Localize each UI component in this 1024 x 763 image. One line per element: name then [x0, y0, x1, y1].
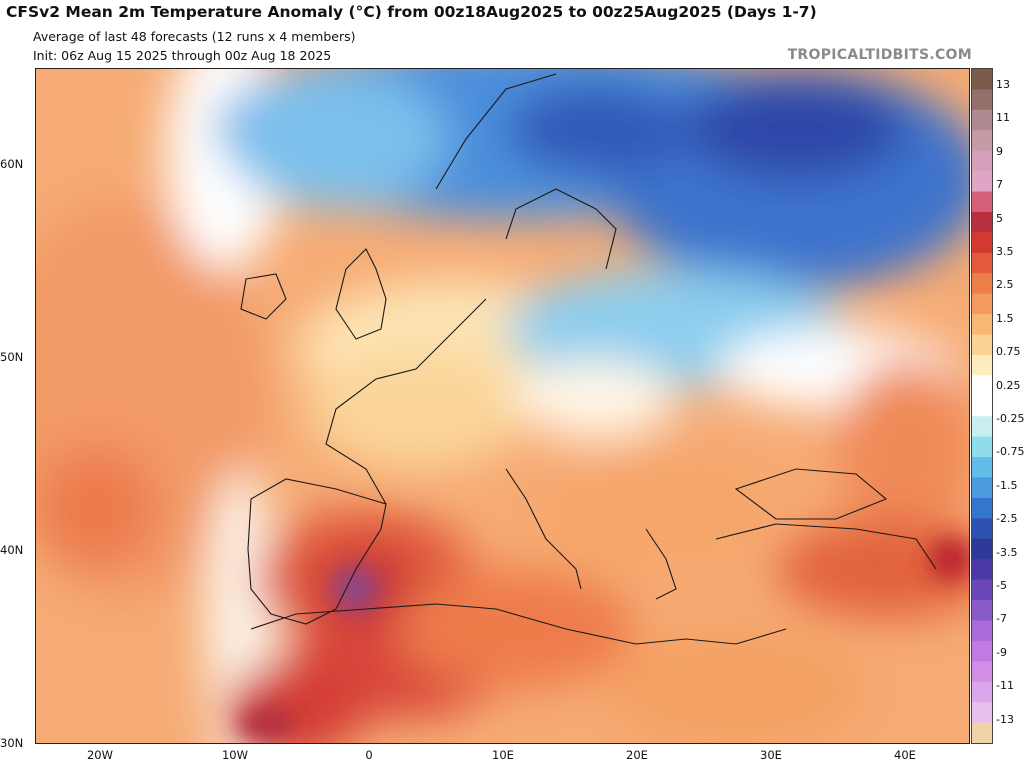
lat-label-60n: 60N — [0, 157, 24, 171]
colorbar-segment — [972, 477, 992, 499]
lon-label-20e: 20E — [626, 748, 648, 762]
colorbar-segment — [972, 334, 992, 356]
colorbar-segment — [972, 416, 992, 438]
lon-label-40e: 40E — [894, 748, 916, 762]
colorbar-label: -13 — [996, 712, 1014, 726]
lat-label-30n: 30N — [0, 736, 24, 750]
colorbar-label: 2.5 — [996, 278, 1014, 292]
anomaly-map — [35, 68, 970, 744]
colorbar-segment — [972, 620, 992, 642]
colorbar-label: 11 — [996, 111, 1010, 125]
colorbar-segment — [972, 293, 992, 315]
colorbar-segment — [972, 457, 992, 479]
colorbar-segment — [972, 702, 992, 724]
colorbar-label: 3.5 — [996, 245, 1014, 258]
colorbar-label: -9 — [996, 645, 1007, 659]
lon-label-10e: 10E — [492, 748, 514, 762]
colorbar-label: 9 — [996, 144, 1003, 158]
chart-title: CFSv2 Mean 2m Temperature Anomaly (°C) f… — [6, 3, 817, 21]
colorbar-label: -1.5 — [996, 478, 1018, 492]
colorbar-label: 0.25 — [996, 378, 1021, 392]
lon-label-0: 0 — [365, 748, 373, 762]
anomaly-field — [36, 69, 969, 743]
colorbar-segment — [972, 354, 992, 376]
colorbar-label: -7 — [996, 612, 1007, 626]
lon-label-10w: 10W — [221, 748, 249, 762]
colorbar-segment — [972, 150, 992, 172]
chart-init-time: Init: 06z Aug 15 2025 through 00z Aug 18… — [33, 48, 332, 63]
colorbar-label: -3.5 — [996, 545, 1018, 559]
colorbar-segment — [972, 89, 992, 111]
colorbar-label: 7 — [996, 178, 1003, 192]
lat-label-40n: 40N — [0, 543, 24, 557]
colorbar-label: -2.5 — [996, 512, 1018, 526]
colorbar-label: -11 — [996, 679, 1014, 693]
colorbar-segment — [972, 640, 992, 662]
colorbar — [971, 68, 993, 744]
colorbar-segment — [972, 171, 992, 193]
colorbar-segment — [972, 69, 992, 91]
colorbar-segment — [972, 273, 992, 295]
colorbar-segment — [972, 600, 992, 622]
colorbar-segment — [972, 375, 992, 397]
colorbar-label: 0.75 — [996, 345, 1021, 359]
colorbar-label: -0.75 — [996, 445, 1024, 459]
colorbar-segment — [972, 559, 992, 581]
colorbar-segment — [972, 109, 992, 131]
colorbar-segment — [972, 518, 992, 540]
colorbar-segment — [972, 722, 992, 743]
colorbar-segment — [972, 436, 992, 458]
colorbar-label: -5 — [996, 579, 1007, 592]
colorbar-segment — [972, 314, 992, 336]
colorbar-segment — [972, 395, 992, 417]
colorbar-segment — [972, 211, 992, 233]
colorbar-label: 13 — [996, 78, 1010, 91]
colorbar-segment — [972, 232, 992, 254]
colorbar-label: 1.5 — [996, 311, 1014, 325]
lon-label-20w: 20W — [86, 748, 114, 762]
colorbar-label: 5 — [996, 211, 1003, 225]
colorbar-segment — [972, 579, 992, 601]
colorbar-segment — [972, 191, 992, 213]
colorbar-segment — [972, 661, 992, 683]
chart-subtitle: Average of last 48 forecasts (12 runs x … — [33, 29, 356, 44]
colorbar-segment — [972, 681, 992, 703]
site-credit: TROPICALTIDBITS.COM — [787, 47, 972, 63]
colorbar-segment — [972, 252, 992, 274]
lat-label-50n: 50N — [0, 350, 24, 364]
colorbar-segment — [972, 130, 992, 152]
colorbar-segment — [972, 497, 992, 519]
colorbar-segment — [972, 538, 992, 560]
lon-label-30e: 30E — [760, 748, 782, 762]
coastlines — [240, 73, 937, 645]
colorbar-label: -0.25 — [996, 412, 1024, 425]
